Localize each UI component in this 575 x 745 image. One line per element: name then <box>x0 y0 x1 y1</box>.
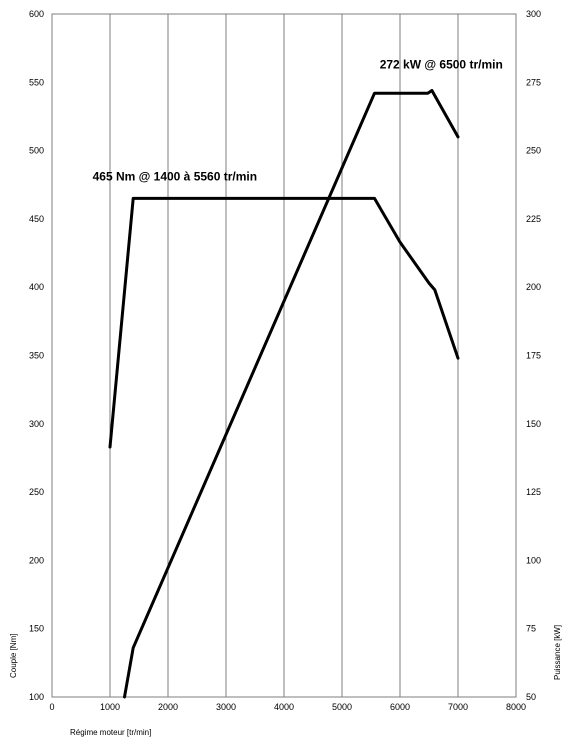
annotations: 465 Nm @ 1400 à 5560 tr/min 272 kW @ 6500… <box>93 58 503 184</box>
y-left-tick-label: 600 <box>29 9 44 19</box>
peak-annotation: 465 Nm @ 1400 à 5560 tr/min <box>93 170 257 184</box>
y-left-tick-labels: 100 150 200 250 300 350 400 450 500 550 600 <box>29 9 44 702</box>
grid-lines <box>109 14 459 697</box>
y-right-axis-title: Puissance [kW] <box>553 625 562 680</box>
curves <box>108 89 460 699</box>
x-tick-label: 4000 <box>274 702 294 712</box>
power-curve <box>123 89 460 699</box>
x-axis-title: Régime moteur [tr/min] <box>70 728 151 737</box>
y-right-tick-label: 50 <box>526 692 536 702</box>
y-left-tick-label: 400 <box>29 282 44 292</box>
x-tick-labels: 0 1000 2000 3000 4000 5000 6000 7000 8000 <box>49 702 526 712</box>
y-left-tick-label: 300 <box>29 419 44 429</box>
y-right-tick-labels: 50 75 100 125 150 175 200 225 250 275 300 <box>526 9 541 702</box>
y-left-tick-label: 450 <box>29 214 44 224</box>
x-tick-label: 1000 <box>100 702 120 712</box>
y-right-tick-label: 100 <box>526 555 541 565</box>
x-tick-label: 2000 <box>158 702 178 712</box>
y-left-tick-label: 550 <box>29 77 44 87</box>
y-right-tick-label: 75 <box>526 624 536 634</box>
y-right-tick-label: 300 <box>526 9 541 19</box>
x-tick-label: 7000 <box>448 702 468 712</box>
x-tick-label: 6000 <box>390 702 410 712</box>
y-left-tick-label: 500 <box>29 146 44 156</box>
y-left-tick-label: 100 <box>29 692 44 702</box>
y-left-axis-title: Couple [Nm] <box>9 634 18 678</box>
peak-annotation: 272 kW @ 6500 tr/min <box>380 58 503 72</box>
y-right-tick-label: 175 <box>526 351 541 361</box>
y-right-tick-label: 250 <box>526 146 541 156</box>
y-right-tick-label: 225 <box>526 214 541 224</box>
y-left-tick-label: 150 <box>29 624 44 634</box>
y-right-tick-label: 275 <box>526 77 541 87</box>
x-tick-label: 8000 <box>506 702 526 712</box>
y-right-tick-label: 125 <box>526 487 541 497</box>
x-tick-label: 3000 <box>216 702 236 712</box>
x-tick-label: 0 <box>49 702 54 712</box>
x-tick-label: 5000 <box>332 702 352 712</box>
y-left-tick-label: 200 <box>29 555 44 565</box>
y-left-tick-label: 350 <box>29 351 44 361</box>
y-right-tick-label: 150 <box>526 419 541 429</box>
y-right-tick-label: 200 <box>526 282 541 292</box>
plot-frame <box>51 13 517 698</box>
y-left-tick-label: 250 <box>29 487 44 497</box>
torque-curve <box>108 196 460 449</box>
